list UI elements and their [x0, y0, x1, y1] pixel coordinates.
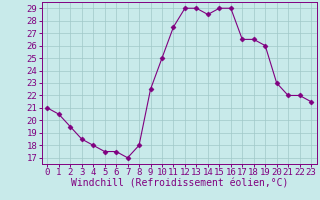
X-axis label: Windchill (Refroidissement éolien,°C): Windchill (Refroidissement éolien,°C): [70, 179, 288, 189]
